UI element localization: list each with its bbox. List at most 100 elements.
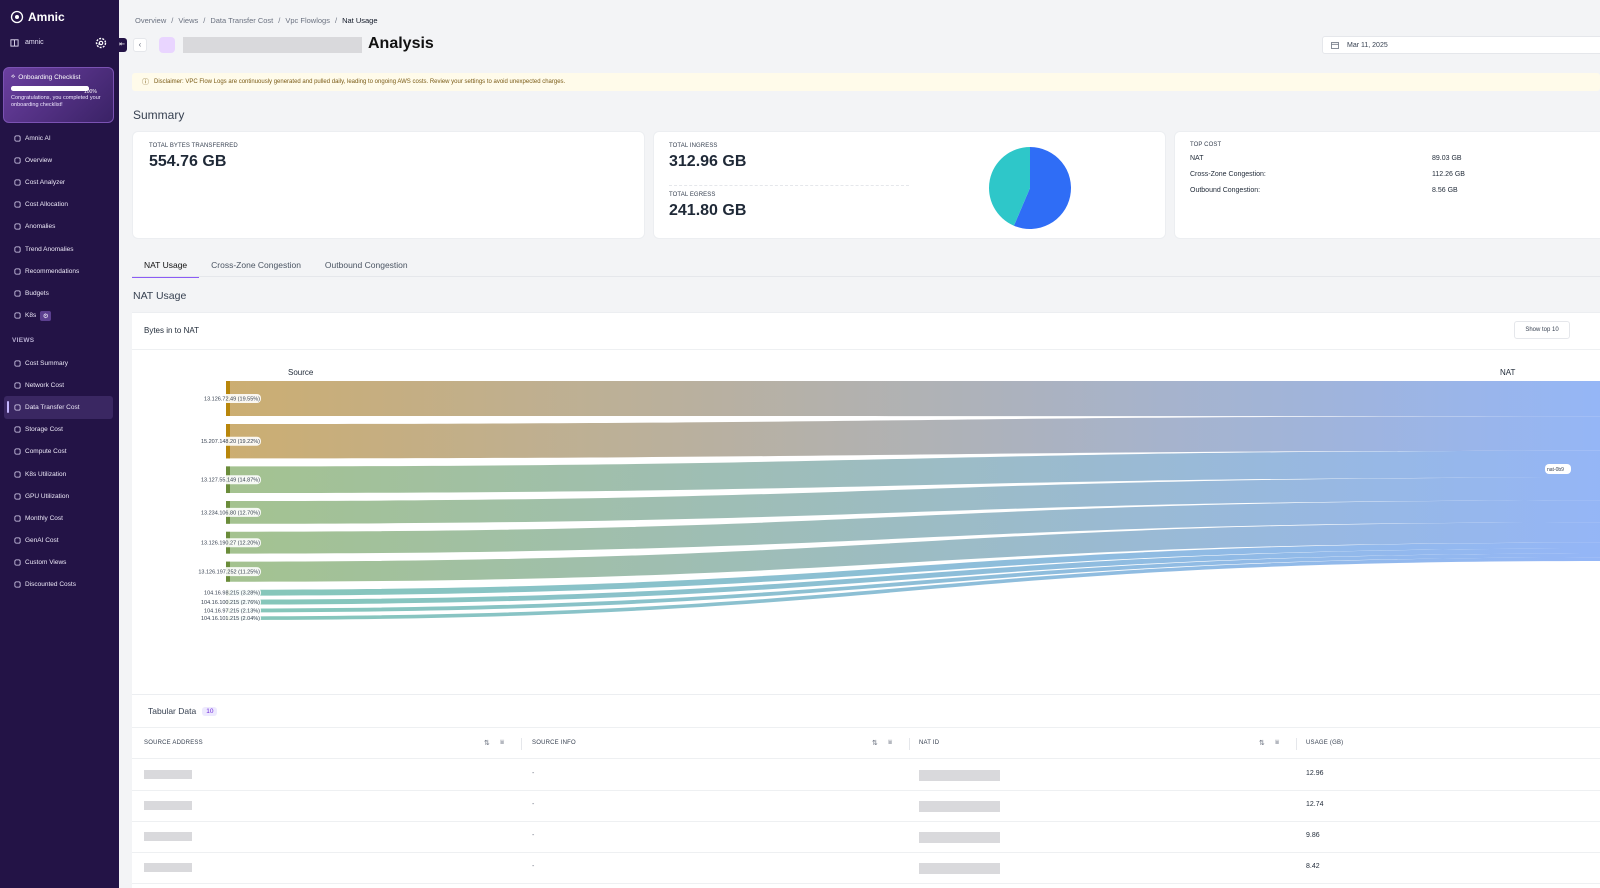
sidebar-item-label: GPU Utilization — [25, 492, 70, 500]
usage-cell: 9.86 — [1306, 832, 1320, 839]
sidebar-item-k8s-utilization[interactable]: K8s Utilization — [0, 463, 119, 485]
onboarding-checklist[interactable]: ⟡ Onboarding Checklist 100% Congratulatio… — [3, 67, 114, 123]
sidebar-item-k8s[interactable]: K8s ⚙ — [0, 305, 119, 327]
sidebar-item-custom-views[interactable]: Custom Views — [0, 552, 119, 574]
back-button[interactable]: ‹ — [133, 38, 147, 52]
sidebar-item-overview[interactable]: Overview — [0, 149, 119, 171]
main-nav: Amnic AI Overview Cost Analyzer Cost Alloca… — [0, 127, 119, 327]
column-header-source-address[interactable]: SOURCE ADDRESS — [144, 740, 203, 746]
sidebar-item-label: Storage Cost — [25, 426, 63, 434]
tab-nat-usage[interactable]: NAT Usage — [132, 255, 200, 278]
calendar-icon — [14, 515, 21, 522]
sankey-label-bg — [189, 436, 261, 446]
views-nav: Cost Summary Network Cost Data Transfer Co… — [0, 352, 119, 596]
sidebar-item-genai-cost[interactable]: GenAI Cost — [0, 530, 119, 552]
sankey-link[interactable] — [226, 500, 1600, 554]
sankey-link[interactable] — [226, 553, 1600, 613]
sankey-label-bg — [189, 605, 261, 615]
sidebar-item-monthly-cost[interactable]: Monthly Cost — [0, 507, 119, 529]
budget-icon — [14, 290, 21, 297]
show-top-dropdown[interactable]: Show top 10 — [1514, 321, 1570, 339]
sidebar-item-discounted-costs[interactable]: Discounted Costs — [0, 574, 119, 596]
sidebar-item-recommendations[interactable]: Recommendations — [0, 260, 119, 282]
storage-icon — [14, 426, 21, 433]
sidebar-item-data-transfer-cost[interactable]: Data Transfer Cost — [4, 396, 113, 419]
sidebar-item-trend-anomalies[interactable]: Trend Anomalies — [0, 238, 119, 260]
column-header-source-info[interactable]: SOURCE INFO — [532, 740, 576, 746]
table-row[interactable]: - 9.86 — [132, 821, 1600, 853]
sidebar-item-cost-summary[interactable]: Cost Summary — [0, 352, 119, 374]
column-header-usage-gb[interactable]: USAGE (GB) — [1306, 740, 1344, 746]
column-header-nat-id[interactable]: NAT ID — [919, 740, 940, 746]
table-row[interactable]: - 12.74 — [132, 790, 1600, 822]
sankey-source-label-9: 104.16.101.215 (2.04%) — [201, 616, 260, 622]
pie-slice-egress[interactable] — [989, 147, 1030, 226]
sidebar-item-cost-analyzer[interactable]: Cost Analyzer — [0, 171, 119, 193]
sankey-link[interactable] — [226, 450, 1600, 494]
transfer-icon — [14, 404, 21, 411]
sparkle-icon — [14, 135, 21, 142]
sidebar-item-storage-cost[interactable]: Storage Cost — [0, 419, 119, 441]
sort-icon[interactable]: ⇅ — [872, 740, 878, 747]
views-heading: VIEWS — [12, 337, 35, 344]
sidebar-item-cost-allocation[interactable]: Cost Allocation — [0, 194, 119, 216]
filter-icon[interactable]: ⩸ — [1275, 739, 1280, 746]
sidebar-item-gpu-utilization[interactable]: GPU Utilization — [0, 485, 119, 507]
sankey-target-node-label[interactable]: nat-0b9 — [1547, 467, 1564, 473]
gear-icon[interactable] — [94, 36, 108, 50]
breadcrumb-vpc-flowlogs[interactable]: Vpc Flowlogs — [285, 16, 330, 25]
main-content: Overview / Views / Data Transfer Cost / Vpc Fl… — [119, 0, 1600, 888]
sankey-link[interactable] — [226, 542, 1600, 596]
sankey-link[interactable] — [226, 477, 1600, 524]
sankey-link[interactable] — [226, 416, 1600, 459]
date-picker[interactable]: Mar 11, 2025 — [1322, 36, 1600, 54]
tab-cross-zone-congestion[interactable]: Cross-Zone Congestion — [211, 260, 301, 270]
redacted-source-address — [144, 863, 192, 872]
sidebar-item-budgets[interactable]: Budgets — [0, 282, 119, 304]
breadcrumb-data-transfer-cost[interactable]: Data Transfer Cost — [210, 16, 274, 25]
dollar-icon — [14, 179, 21, 186]
flow-title: Bytes in to NAT — [144, 326, 199, 335]
sankey-link[interactable] — [226, 381, 1600, 417]
sidebar-item-label: Amnic AI — [25, 134, 51, 142]
amnic-logo-icon — [10, 10, 24, 24]
genai-icon — [14, 537, 21, 544]
disclaimer-banner: ⓘ Disclaimer: VPC Flow Logs are continuo… — [132, 73, 1600, 91]
sankey-label-bg — [189, 538, 261, 548]
calendar-icon — [1331, 42, 1339, 49]
table-row[interactable]: - 12.96 — [132, 759, 1600, 791]
breadcrumb-overview[interactable]: Overview — [135, 16, 167, 25]
breadcrumb-views[interactable]: Views — [178, 16, 199, 25]
top-cost-value: 112.26 GB — [1432, 170, 1465, 178]
sidebar-item-network-cost[interactable]: Network Cost — [0, 374, 119, 396]
usage-cell: 8.42 — [1306, 863, 1320, 870]
sankey-link[interactable] — [226, 522, 1600, 582]
sort-icon[interactable]: ⇅ — [484, 740, 490, 747]
top-cost-label: TOP COST — [1190, 142, 1222, 148]
tab-outbound-congestion[interactable]: Outbound Congestion — [324, 260, 408, 270]
sankey-link[interactable] — [226, 548, 1600, 605]
sankey-label-bg — [189, 567, 261, 577]
total-bytes-label: TOTAL BYTES TRANSFERRED — [149, 143, 238, 149]
ingress-egress-pie-chart[interactable] — [980, 138, 1080, 238]
table-row[interactable]: - 8.42 — [132, 852, 1600, 884]
pie-slice-ingress[interactable] — [1013, 147, 1071, 229]
date-value: Mar 11, 2025 — [1347, 41, 1388, 49]
sidebar-item-amnic-ai[interactable]: Amnic AI — [0, 127, 119, 149]
filter-icon[interactable]: ⩸ — [888, 739, 893, 746]
sidebar-item-label: Data Transfer Cost — [25, 403, 80, 411]
k8s-util-icon — [14, 471, 21, 478]
sidebar: Amnic amnic ⌄ ⇤ ⟡ Onboarding Checklist 10… — [0, 0, 127, 888]
nat-sankey-chart[interactable]: Source NAT 13.126.72.49 (19.55%) 15.207.148… — [132, 350, 1600, 696]
filter-icon[interactable]: ⩸ — [500, 739, 505, 746]
app-logo[interactable]: Amnic — [10, 10, 65, 24]
sidebar-item-compute-cost[interactable]: Compute Cost — [0, 441, 119, 463]
view-type-icon — [159, 37, 175, 53]
collapse-sidebar-button[interactable]: ⇤ — [117, 38, 127, 52]
source-info-cell: - — [532, 801, 535, 808]
sort-icon[interactable]: ⇅ — [1259, 740, 1265, 747]
workspace-name: amnic — [25, 39, 44, 46]
sidebar-item-anomalies[interactable]: Anomalies — [0, 216, 119, 238]
sankey-target-label: NAT — [1500, 368, 1516, 377]
sankey-link[interactable] — [226, 557, 1600, 621]
